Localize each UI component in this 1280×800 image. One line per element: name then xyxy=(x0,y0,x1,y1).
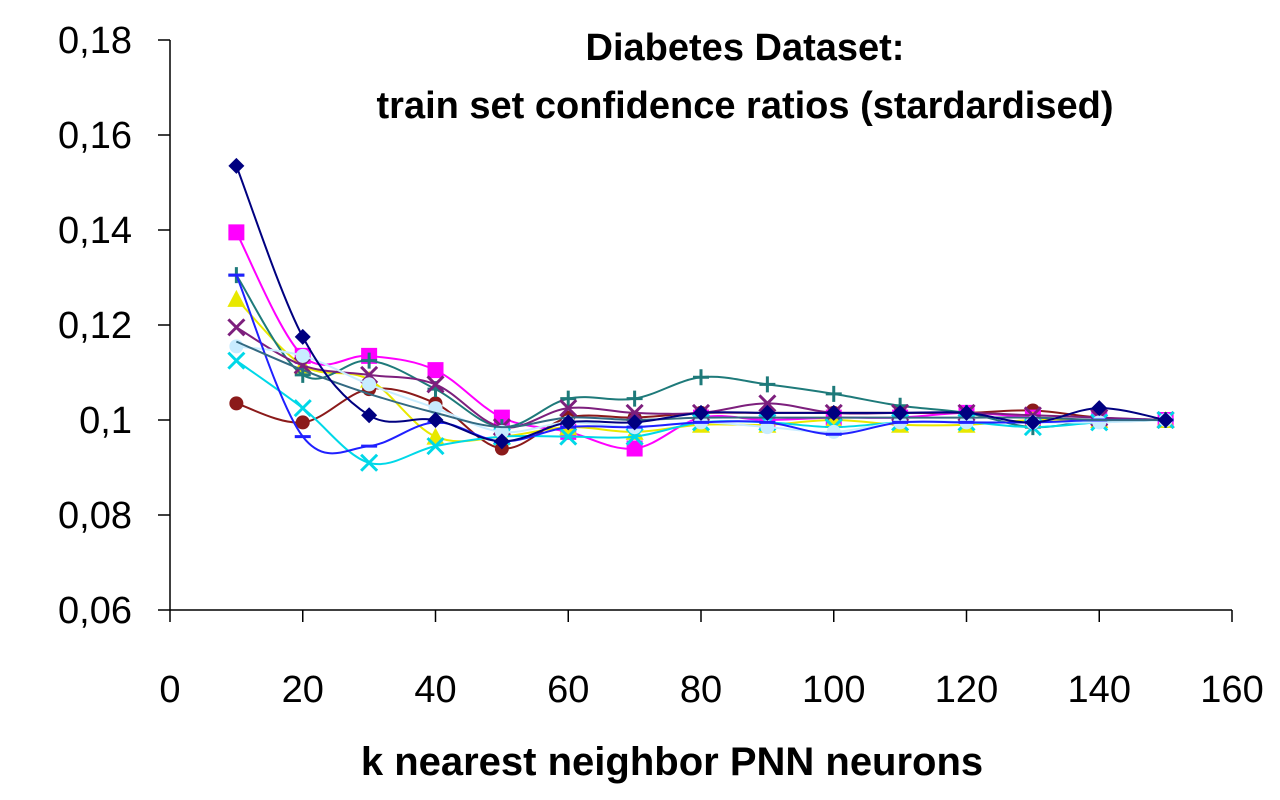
data-point xyxy=(559,399,578,418)
x-tick-label: 140 xyxy=(1068,669,1131,711)
y-tick-label: 0,06 xyxy=(58,590,132,632)
data-point xyxy=(295,415,310,430)
data-point xyxy=(759,404,776,421)
data-point xyxy=(362,377,377,392)
data-point xyxy=(826,424,841,439)
data-point xyxy=(693,404,709,421)
data-point xyxy=(293,399,312,418)
data-point xyxy=(426,437,445,456)
y-tick-label: 0,08 xyxy=(58,495,132,537)
series-layer xyxy=(227,157,1175,472)
data-point xyxy=(560,390,577,407)
data-point xyxy=(1091,400,1108,417)
data-point xyxy=(228,157,245,174)
data-point xyxy=(825,404,842,421)
data-point xyxy=(825,385,842,402)
data-point xyxy=(360,453,379,472)
data-point xyxy=(227,318,246,337)
y-tick-label: 0,16 xyxy=(58,115,132,157)
data-point xyxy=(361,407,378,424)
data-point xyxy=(693,369,709,386)
data-point xyxy=(229,339,244,354)
series-line xyxy=(235,165,1166,443)
x-tick-label: 120 xyxy=(935,669,998,711)
data-point xyxy=(493,433,510,450)
data-point xyxy=(1024,414,1041,431)
x-tick-label: 100 xyxy=(802,669,865,711)
data-point xyxy=(361,352,378,369)
data-point xyxy=(426,375,445,394)
data-point xyxy=(560,414,577,431)
x-tick-label: 80 xyxy=(680,669,722,711)
x-tick-label: 40 xyxy=(414,669,456,711)
chart-title-line-2: train set confidence ratios (stardardise… xyxy=(377,85,1114,127)
data-point xyxy=(625,403,644,422)
y-tick-label: 0,18 xyxy=(58,20,132,62)
data-point xyxy=(294,328,311,345)
data-point xyxy=(427,412,444,428)
y-tick-label: 0,12 xyxy=(58,305,132,347)
data-point xyxy=(892,404,909,421)
axes: 0,06 0,08 0,1 0,12 0,14 0,16 0,18 0 20 40 60 80 100 1… xyxy=(58,20,1264,711)
data-point xyxy=(295,348,310,363)
data-point xyxy=(227,351,246,370)
series-10 xyxy=(228,157,1174,450)
data-point xyxy=(758,394,777,413)
data-point xyxy=(958,404,975,421)
data-point xyxy=(227,289,246,307)
data-point xyxy=(1092,415,1107,430)
data-point xyxy=(228,224,245,241)
chart-title-line-1: Diabetes Dataset: xyxy=(586,27,905,69)
data-point xyxy=(759,376,776,393)
data-point xyxy=(559,427,578,446)
data-point xyxy=(626,440,643,457)
y-tick-label: 0,14 xyxy=(58,210,132,252)
x-tick-label: 20 xyxy=(282,669,324,711)
y-tick-label: 0,1 xyxy=(79,400,132,442)
data-point xyxy=(1157,412,1174,428)
data-point xyxy=(494,424,509,439)
x-tick-label: 0 xyxy=(159,669,180,711)
x-axis-title: k nearest neighbor PNN neurons xyxy=(361,740,983,784)
data-point xyxy=(229,396,244,411)
x-tick-label: 60 xyxy=(547,669,589,711)
data-point xyxy=(427,362,444,379)
data-point xyxy=(626,414,643,431)
x-tick-label: 160 xyxy=(1200,669,1263,711)
data-point xyxy=(626,390,643,407)
